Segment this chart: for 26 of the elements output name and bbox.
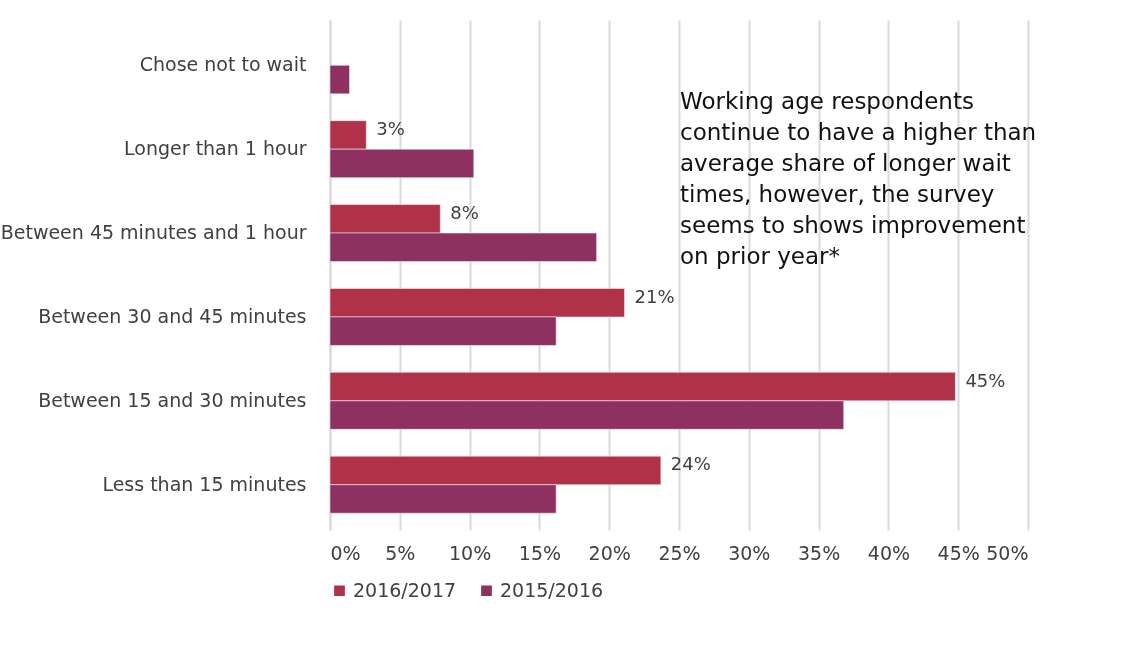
y-tick-label: Between 30 and 45 minutes [38, 304, 307, 327]
data-label: 8% [450, 201, 479, 223]
x-tick-label: 20% [588, 541, 631, 564]
bar [329, 65, 350, 95]
x-tick-label: 45% [937, 541, 980, 564]
legend-label: 2015/2016 [500, 578, 604, 601]
data-label: 24% [670, 453, 711, 475]
legend-label: 2016/2017 [353, 578, 457, 601]
x-tick-label: 15% [518, 541, 562, 564]
y-tick-label: Between 45 minutes and 1 hour [0, 221, 307, 244]
x-tick-label: 40% [867, 541, 911, 564]
x-tick-label: 0% [330, 541, 361, 564]
y-tick-label: Chose not to wait [139, 53, 307, 76]
data-label: 21% [634, 285, 675, 307]
x-tick-label: 5% [385, 541, 416, 564]
x-tick-label: 25% [658, 541, 701, 564]
x-tick-label: 35% [797, 541, 841, 564]
y-tick-label: Longer than 1 hour [124, 137, 307, 160]
data-label: 3% [376, 117, 405, 139]
y-tick-label: Between 15 and 30 minutes [38, 388, 307, 411]
data-label: 45% [965, 369, 1006, 391]
y-tick-label: Less than 15 minutes [102, 472, 307, 495]
annotation: Working age respondents continue to have a higher than average share of longer wait times, however, the survey seems to shows improvement on prior year* [680, 87, 1038, 271]
x-tick-label: 30% [728, 541, 771, 564]
x-tick-label: 50% [986, 541, 1029, 564]
x-tick-label: 10% [448, 541, 492, 564]
